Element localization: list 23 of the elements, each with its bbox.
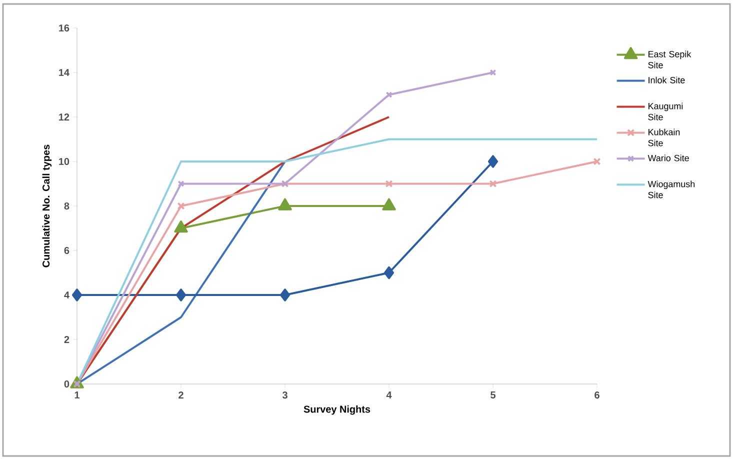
x-tick-label: 6	[594, 392, 600, 399]
y-tick-label: 0	[64, 380, 70, 388]
legend-label: Inlok Site	[648, 76, 685, 84]
y-tick-label: 16	[59, 24, 70, 32]
x-axis-title: Survey Nights	[304, 405, 370, 415]
legend-label: Wiogamush Site	[648, 180, 695, 198]
x-tick-label: 5	[490, 392, 496, 398]
y-tick-label: 14	[59, 69, 70, 76]
x-tick-label: 1	[74, 392, 80, 398]
x-tick-label: 2	[178, 392, 184, 398]
y-tick-label: 12	[59, 114, 70, 120]
y-tick-label: 4	[64, 292, 70, 298]
legend-label: Kubkain Site	[648, 128, 680, 146]
legend-label: Kaugumi Site	[648, 102, 683, 120]
legend-label: Wario Site	[648, 154, 689, 162]
y-tick-label: 10	[59, 158, 70, 166]
y-tick-label: 8	[64, 202, 70, 210]
legend-label: East Sepik Site	[648, 50, 692, 68]
x-tick-label: 4	[386, 392, 392, 398]
y-tick-label: 6	[64, 246, 70, 254]
y-axis-title: Cumulative No. Call types	[42, 144, 52, 268]
y-tick-label: 2	[64, 336, 70, 343]
x-tick-label: 3	[282, 392, 288, 399]
